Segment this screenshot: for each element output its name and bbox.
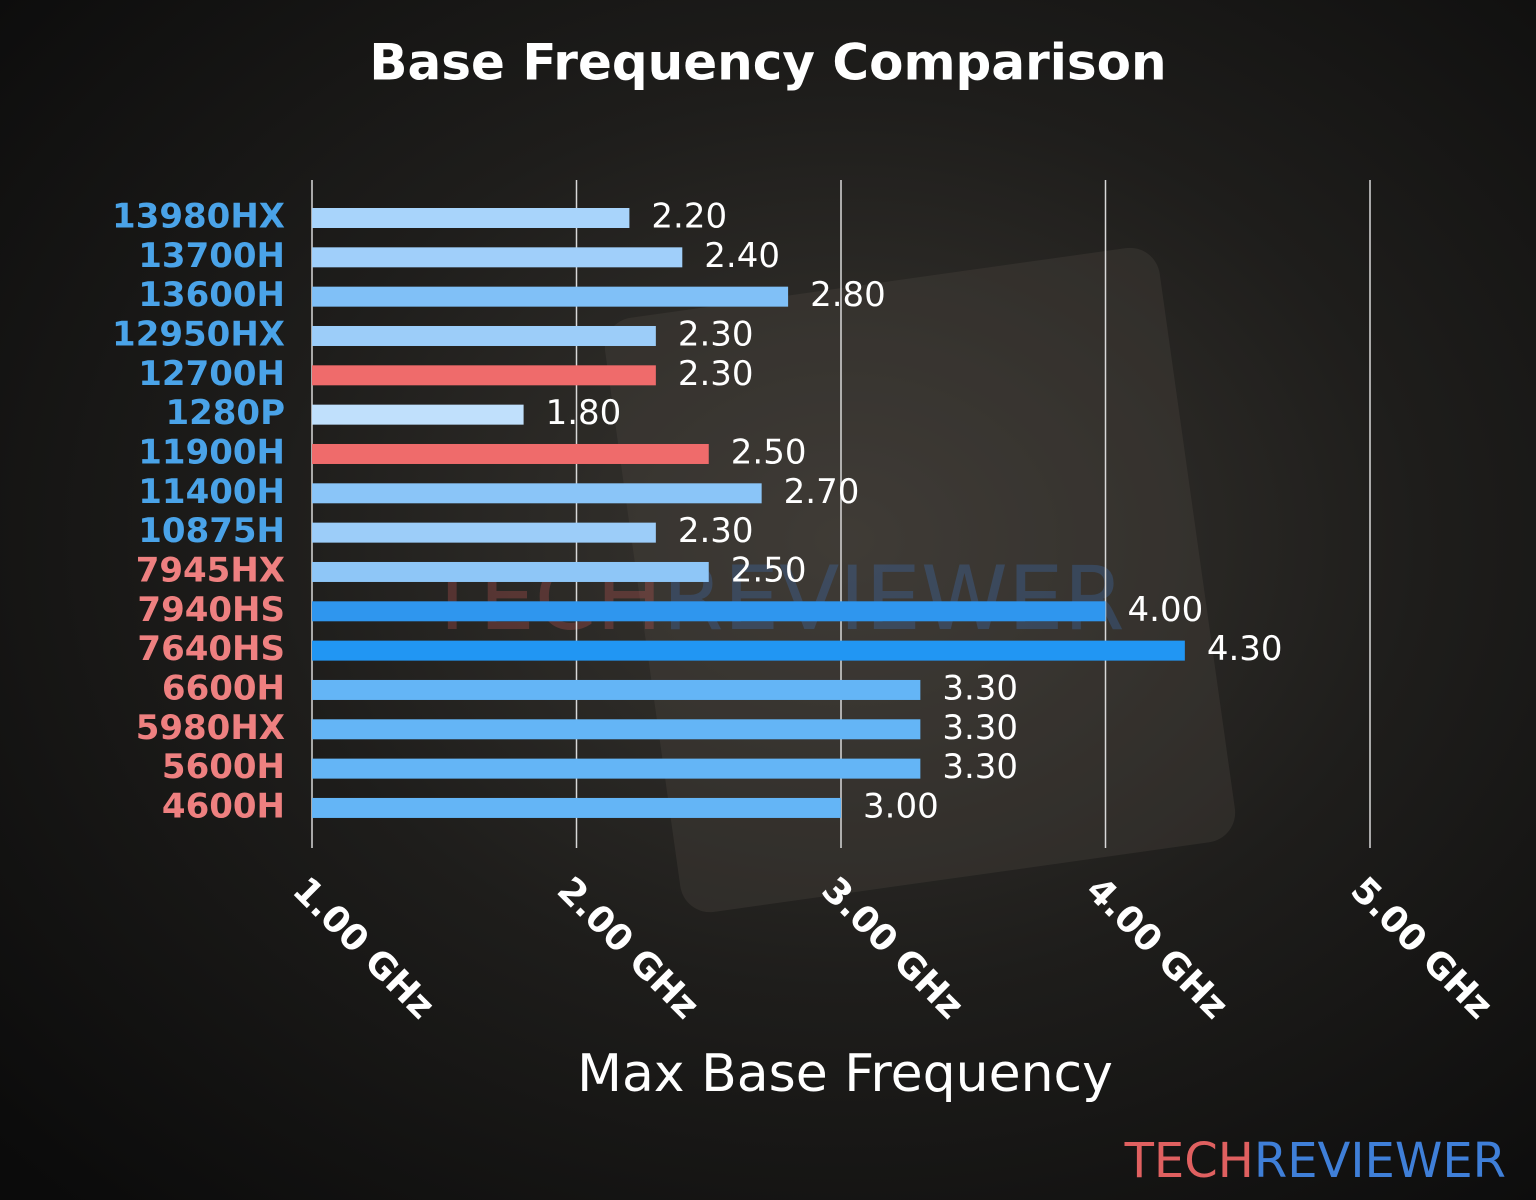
value-label: 2.20 xyxy=(651,197,727,237)
bar xyxy=(312,247,683,268)
value-label: 4.00 xyxy=(1128,590,1204,630)
bar xyxy=(312,601,1106,622)
bar xyxy=(312,561,709,582)
y-tick-label: 13980HX xyxy=(112,197,285,237)
y-tick-label: 7640HS xyxy=(137,629,285,669)
logo-part: TECH xyxy=(1124,1133,1254,1189)
y-tick-label: 4600H xyxy=(162,786,285,826)
chart-title: Base Frequency Comparison xyxy=(369,34,1166,92)
bar xyxy=(312,286,789,307)
watermark-part: REVIEWER xyxy=(662,547,1124,650)
x-axis-label: Max Base Frequency xyxy=(577,1044,1113,1104)
value-label: 2.30 xyxy=(678,511,754,551)
y-tick-label: 13700H xyxy=(138,236,285,276)
bar xyxy=(312,208,630,228)
value-label: 3.30 xyxy=(942,668,1018,708)
watermark: TECHREVIEWER xyxy=(424,547,1124,650)
y-tick-label: 5600H xyxy=(162,747,285,787)
y-tick-label: 6600H xyxy=(162,668,285,708)
bar xyxy=(312,679,921,700)
value-label: 4.30 xyxy=(1207,629,1283,669)
y-tick-label: 12700H xyxy=(138,354,285,394)
y-tick-label: 5980HX xyxy=(136,708,285,748)
value-label: 2.30 xyxy=(678,354,754,394)
value-label: 3.00 xyxy=(863,786,939,826)
bar xyxy=(312,640,1185,661)
value-label: 2.50 xyxy=(731,550,807,590)
y-tick-label: 1280P xyxy=(165,393,285,433)
y-tick-label: 11400H xyxy=(138,472,285,512)
y-tick-label: 12950HX xyxy=(112,314,285,354)
value-label: 3.30 xyxy=(942,747,1018,787)
value-label: 1.80 xyxy=(546,393,622,433)
y-tick-label: 11900H xyxy=(138,432,285,472)
value-label: 3.30 xyxy=(942,708,1018,748)
bar xyxy=(312,797,841,818)
bar xyxy=(312,522,656,543)
value-label: 2.40 xyxy=(704,236,780,276)
y-tick-label: 7940HS xyxy=(137,590,285,630)
value-label: 2.50 xyxy=(731,432,807,472)
y-tick-label: 7945HX xyxy=(136,550,285,590)
value-label: 2.80 xyxy=(810,275,886,315)
logo: TECHREVIEWER xyxy=(1124,1133,1506,1189)
bar xyxy=(312,483,762,504)
value-label: 2.70 xyxy=(784,472,860,512)
bar xyxy=(312,758,921,779)
bar xyxy=(312,404,524,425)
bar xyxy=(312,443,709,464)
y-tick-label: 13600H xyxy=(138,275,285,315)
bar xyxy=(312,719,921,740)
logo-part: REVIEWER xyxy=(1254,1133,1506,1189)
background-shape xyxy=(604,247,1236,913)
bar xyxy=(312,365,656,386)
bar xyxy=(312,325,656,346)
y-tick-label: 10875H xyxy=(138,511,285,551)
value-label: 2.30 xyxy=(678,314,754,354)
